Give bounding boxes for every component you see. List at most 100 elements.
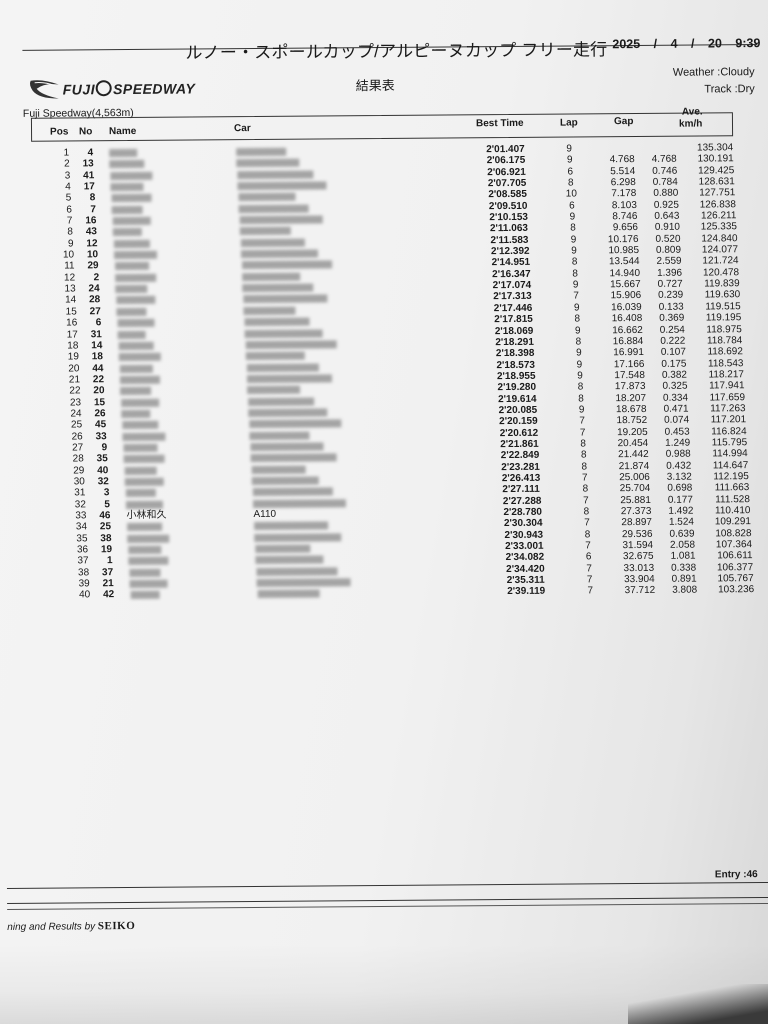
cell-pos: 37 (77, 555, 89, 567)
redacted-name (112, 216, 151, 226)
cell-gap: 4.768 (609, 154, 635, 166)
weather: Weather :Cloudy (672, 66, 755, 79)
redacted-car (241, 260, 332, 270)
cell-no: 9 (101, 442, 108, 454)
cell-no: 21 (102, 578, 114, 590)
time: 9:39 (735, 36, 761, 51)
redacted-name (129, 579, 168, 589)
redacted-name (111, 194, 152, 203)
cell-best: 2'39.119 (507, 586, 546, 598)
redacted-name (116, 307, 147, 316)
redacted-name (109, 148, 138, 158)
cell-ave: 121.724 (702, 255, 739, 267)
redacted-car (237, 181, 327, 191)
cell-best: 2'18.573 (496, 359, 536, 371)
cell-pos: 22 (69, 385, 81, 397)
cell-gap: 20.454 (617, 437, 649, 450)
cell-diff: 3.808 (672, 584, 698, 597)
cell-ave: 117.659 (709, 391, 746, 404)
cell-best: 2'07.705 (487, 177, 527, 190)
col-kmh: km/h (678, 118, 703, 130)
redacted-car (248, 397, 315, 406)
redacted-car (254, 533, 342, 542)
col-ave: Ave. (681, 106, 703, 118)
redacted-name (118, 341, 154, 350)
date-time: 2025 / 4 / 20 9:39 (612, 36, 760, 51)
cell-no: 28 (89, 294, 101, 306)
cell-no: 20 (93, 385, 105, 397)
cell-no: 8 (89, 192, 96, 204)
cell-no: 31 (90, 328, 102, 340)
cell-lap: 7 (585, 540, 591, 552)
redacted-name (118, 352, 161, 362)
redacted-car (252, 498, 346, 508)
cell-lap: 8 (570, 222, 576, 234)
redacted-car (236, 158, 300, 168)
redacted-car (244, 317, 310, 327)
cell-ave: 135.304 (696, 142, 734, 154)
cell-gap: 19.205 (617, 426, 648, 438)
redacted-name (111, 205, 143, 214)
cell-no: 25 (99, 521, 112, 533)
cell-no: 27 (89, 306, 101, 318)
redacted-car (246, 374, 333, 383)
cell-gap: 21.874 (618, 460, 650, 472)
redacted-car (252, 487, 333, 497)
cell-diff: 0.175 (661, 358, 687, 370)
cell-name (130, 589, 160, 602)
redacted-name (127, 534, 170, 543)
col-gap: Gap (613, 116, 634, 128)
cell-ave: 115.795 (711, 437, 748, 449)
redacted-car (239, 227, 291, 236)
cell-best: 2'27.111 (502, 484, 540, 496)
cell-lap: 9 (569, 211, 576, 223)
cell-best: 2'06.921 (487, 166, 526, 178)
cell-no: 32 (97, 476, 109, 488)
cell-diff: 0.453 (664, 426, 690, 438)
cell-diff: 0.107 (660, 346, 686, 359)
cell-lap: 7 (579, 415, 585, 427)
cell-no: 44 (92, 362, 104, 374)
cell-best: 2'14.951 (491, 257, 531, 269)
timing-credit: ning and Results by SEIKO (7, 920, 135, 933)
cell-ave: 129.425 (698, 164, 735, 177)
cell-lap: 10 (565, 188, 577, 200)
cell-best: 2'18.955 (496, 370, 536, 382)
cell-diff: 2.058 (669, 539, 696, 551)
cell-gap: 25.881 (620, 494, 651, 506)
cell-pos: 7 (66, 215, 73, 227)
cell-lap: 8 (580, 449, 587, 461)
cell-pos: 18 (67, 340, 79, 352)
cell-pos: 25 (70, 419, 83, 431)
cell-lap: 7 (583, 495, 589, 507)
redacted-car (255, 544, 311, 554)
cell-no: 13 (82, 158, 94, 170)
cell-lap: 6 (585, 551, 592, 563)
cell-gap: 10.985 (608, 245, 640, 257)
cell-best: 2'34.420 (506, 563, 545, 575)
cell-gap: 16.662 (612, 324, 643, 336)
cell-best: 2'11.063 (489, 223, 528, 235)
redacted-car (238, 204, 309, 213)
redacted-car (256, 578, 351, 588)
cell-diff: 4.768 (651, 154, 677, 166)
cell-best: 2'17.313 (493, 291, 532, 303)
cell-ave: 112.195 (713, 471, 749, 483)
cell-ave: 118.784 (706, 335, 743, 347)
cell-best: 2'27.288 (502, 495, 542, 507)
cell-ave: 120.478 (702, 266, 740, 279)
cell-no: 5 (104, 498, 110, 510)
cell-no: 46 (99, 510, 111, 522)
redacted-name (112, 228, 143, 237)
cell-car: A110 (253, 508, 277, 521)
redacted-car (238, 193, 296, 202)
redacted-name (128, 557, 169, 566)
cell-diff: 2.559 (656, 256, 682, 268)
cell-ave: 128.631 (698, 176, 735, 188)
redacted-car (253, 521, 329, 531)
cell-no: 18 (91, 351, 103, 363)
cell-pos: 16 (66, 317, 78, 329)
redacted-name (117, 318, 155, 328)
cell-diff: 0.891 (671, 573, 697, 585)
cell-lap: 9 (572, 279, 579, 291)
